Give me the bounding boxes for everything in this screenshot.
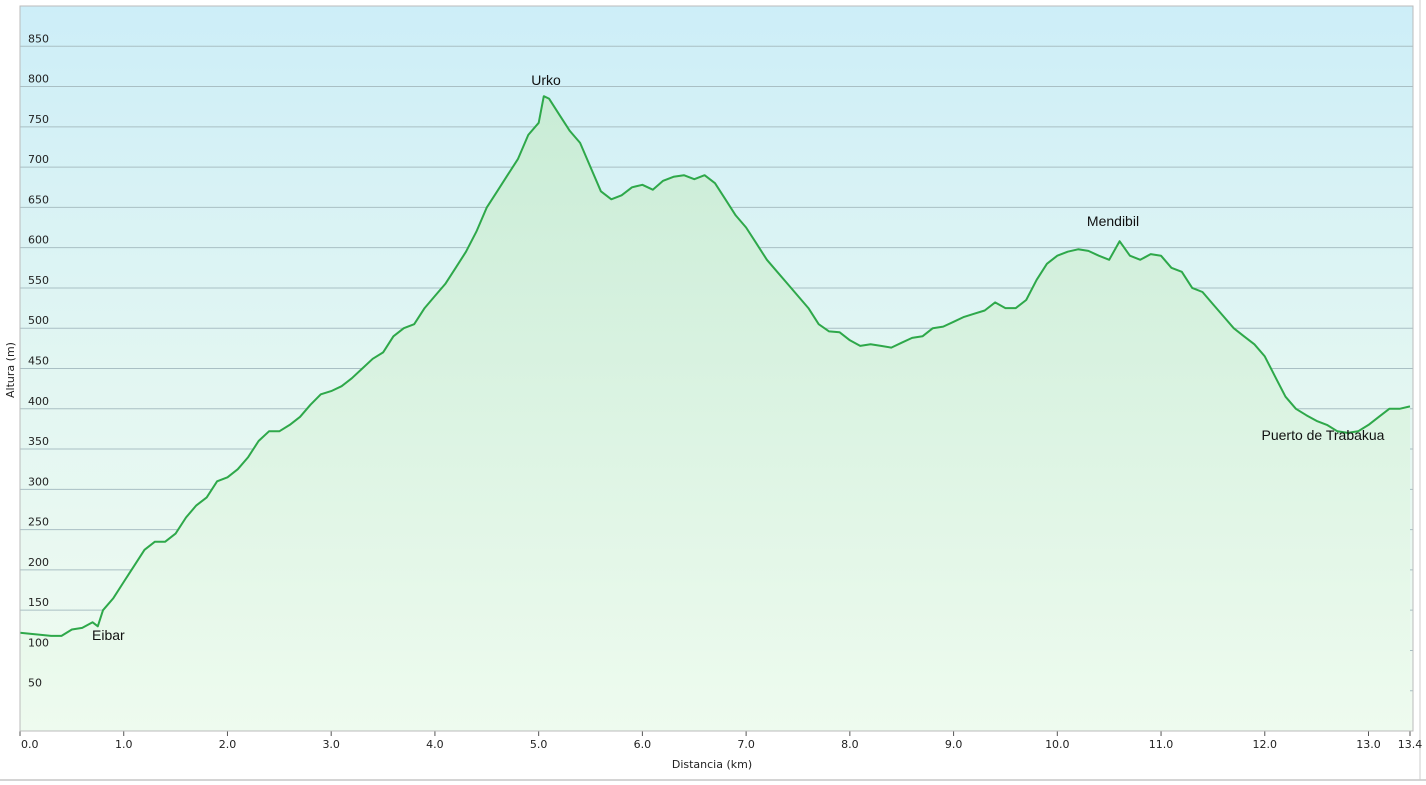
y-tick-label: 200 <box>28 556 49 569</box>
y-tick-label: 400 <box>28 395 49 408</box>
x-tick-label: 3.0 <box>322 738 340 751</box>
annotation: Urko <box>531 72 561 88</box>
y-tick-label: 850 <box>28 32 49 45</box>
x-tick-label: 5.0 <box>530 738 548 751</box>
y-tick-label: 800 <box>28 73 49 86</box>
x-tick-label: 7.0 <box>737 738 755 751</box>
x-tick-label: 8.0 <box>841 738 859 751</box>
annotation: Mendibil <box>1087 213 1139 229</box>
x-tick-label: 6.0 <box>634 738 652 751</box>
x-tick-label: 12.0 <box>1253 738 1278 751</box>
y-tick-label: 50 <box>28 677 42 690</box>
y-tick-label: 100 <box>28 636 49 649</box>
annotation: Puerto de Trabakua <box>1262 427 1385 443</box>
y-tick-label: 600 <box>28 234 49 247</box>
y-tick-label: 500 <box>28 314 49 327</box>
x-tick-label: 1.0 <box>115 738 133 751</box>
area <box>20 96 1410 731</box>
x-tick-label: 4.0 <box>426 738 444 751</box>
x-tick-label: 0.0 <box>21 738 39 751</box>
labels: 50 100 150 200 250 300 350 400 450 500 550 600 650 70… <box>19 32 1423 751</box>
x-tick-label: 13.4 <box>1398 738 1423 751</box>
annotation: Eibar <box>92 627 125 643</box>
x-tick-label: 2.0 <box>219 738 237 751</box>
x-axis-title: Distancia (km) <box>672 758 752 771</box>
y-tick-label: 150 <box>28 596 49 609</box>
y-tick-label: 350 <box>28 435 49 448</box>
line <box>19 95 1411 637</box>
x-tick-label: 11.0 <box>1149 738 1174 751</box>
y-tick-label: 700 <box>28 153 49 166</box>
y-tick-label: 650 <box>28 193 49 206</box>
plot <box>19 95 1411 731</box>
y-tick-label: 750 <box>28 113 49 126</box>
y-tick-label: 450 <box>28 355 49 368</box>
x-tick-label: 13.0 <box>1356 738 1381 751</box>
y-tick-label: 250 <box>28 516 49 529</box>
x-tick-label: 9.0 <box>945 738 963 751</box>
y-tick-label: 550 <box>28 274 49 287</box>
plot-border <box>19 5 1414 732</box>
x-tick-label: 10.0 <box>1045 738 1070 751</box>
y-tick-label: 300 <box>28 475 49 488</box>
y-axis-title: Altura (m) <box>4 342 17 398</box>
